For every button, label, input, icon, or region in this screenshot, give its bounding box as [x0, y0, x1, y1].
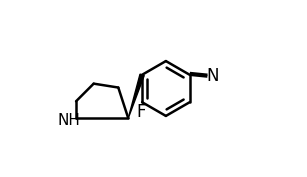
Text: F: F	[136, 103, 146, 121]
Polygon shape	[128, 74, 144, 118]
Text: N: N	[206, 67, 219, 85]
Text: NH: NH	[58, 113, 81, 128]
